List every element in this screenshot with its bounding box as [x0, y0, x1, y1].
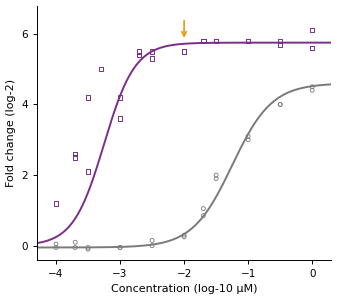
X-axis label: Concentration (log-10 μM): Concentration (log-10 μM) — [111, 284, 257, 294]
Point — [72, 152, 78, 156]
Point — [117, 95, 123, 100]
Point — [213, 38, 219, 43]
Point — [149, 243, 155, 248]
Point — [309, 88, 315, 93]
Point — [149, 56, 155, 61]
Point — [117, 245, 123, 250]
Point — [181, 233, 187, 238]
Point — [245, 38, 251, 43]
Point — [201, 38, 206, 43]
Point — [53, 245, 59, 250]
Point — [309, 28, 315, 33]
Point — [245, 137, 251, 142]
Point — [85, 247, 91, 252]
Point — [98, 67, 103, 71]
Point — [213, 38, 219, 43]
Y-axis label: Fold change (log-2): Fold change (log-2) — [5, 79, 16, 187]
Point — [277, 38, 283, 43]
Point — [213, 173, 219, 178]
Point — [149, 238, 155, 243]
Point — [309, 46, 315, 50]
Point — [201, 206, 206, 211]
Point — [277, 42, 283, 47]
Point — [136, 49, 142, 54]
Point — [53, 242, 59, 246]
Point — [201, 38, 206, 43]
Point — [72, 240, 78, 244]
Point — [213, 176, 219, 181]
Point — [72, 245, 78, 250]
Point — [136, 52, 142, 57]
Point — [201, 213, 206, 218]
Point — [181, 49, 187, 54]
Point — [117, 245, 123, 250]
Point — [309, 84, 315, 89]
Point — [277, 102, 283, 107]
Point — [245, 134, 251, 139]
Point — [277, 102, 283, 107]
Point — [149, 49, 155, 54]
Point — [72, 155, 78, 160]
Point — [53, 201, 59, 206]
Point — [117, 116, 123, 121]
Point — [181, 235, 187, 239]
Point — [245, 38, 251, 43]
Point — [181, 49, 187, 54]
Point — [85, 95, 91, 100]
Point — [85, 169, 91, 174]
Point — [85, 245, 91, 250]
